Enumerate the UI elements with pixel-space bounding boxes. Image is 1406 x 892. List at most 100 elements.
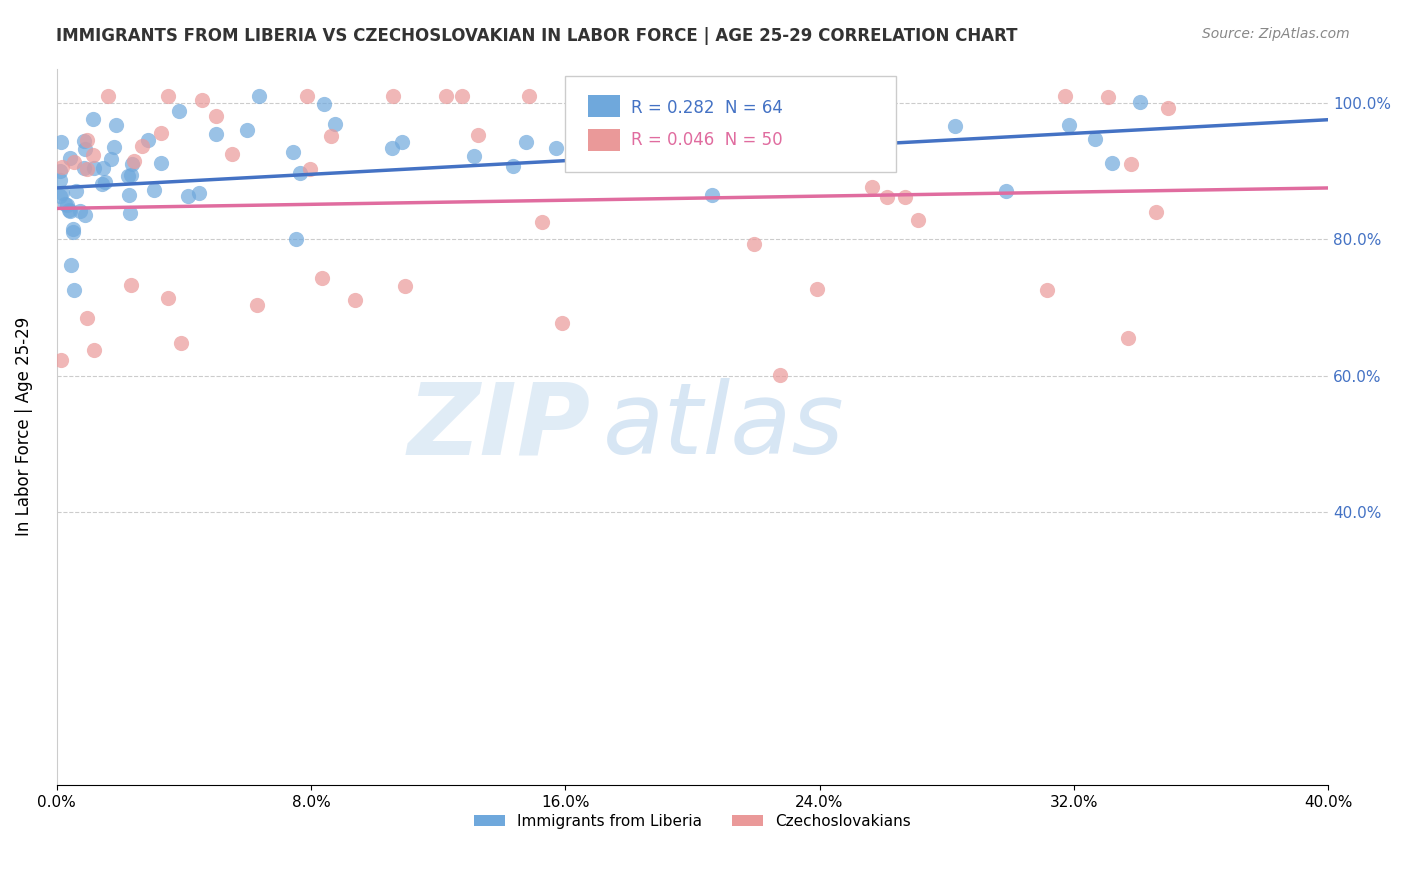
Point — [76, 133, 98, 147]
Point — [62, 221, 84, 235]
Point — [281, 145, 304, 159]
Point — [381, 88, 404, 103]
Point — [49, 163, 72, 178]
Point — [434, 88, 457, 103]
Text: Source: ZipAtlas.com: Source: ZipAtlas.com — [1202, 27, 1350, 41]
Point — [60, 258, 83, 272]
Point — [311, 271, 333, 285]
Point — [157, 88, 180, 103]
FancyBboxPatch shape — [565, 76, 896, 172]
Point — [744, 237, 766, 252]
Point — [544, 141, 567, 155]
Point — [73, 161, 96, 175]
Point — [381, 141, 404, 155]
Point — [205, 128, 228, 142]
Point — [49, 173, 72, 187]
Point — [1116, 331, 1139, 345]
Point — [170, 336, 193, 351]
Point — [83, 343, 105, 357]
Point — [131, 139, 153, 153]
Text: ZIP: ZIP — [408, 378, 591, 475]
Point — [58, 202, 80, 217]
Point — [450, 88, 472, 103]
Point — [90, 177, 112, 191]
Point — [1129, 95, 1152, 110]
Point — [848, 134, 870, 148]
Point — [319, 128, 342, 143]
Point — [598, 88, 620, 103]
Point — [56, 198, 79, 212]
Point — [143, 183, 166, 197]
Point — [205, 109, 228, 123]
Point — [91, 161, 114, 175]
Point — [391, 135, 413, 149]
Point — [103, 139, 125, 153]
Point — [517, 88, 540, 103]
Point — [463, 149, 485, 163]
Point — [117, 169, 139, 183]
Point — [725, 149, 748, 163]
Point — [51, 135, 73, 149]
Point — [150, 156, 173, 170]
Point — [837, 131, 859, 145]
Point — [187, 186, 209, 201]
FancyBboxPatch shape — [588, 95, 620, 117]
Point — [120, 278, 142, 293]
Point — [63, 155, 86, 169]
Legend: Immigrants from Liberia, Czechoslovakians: Immigrants from Liberia, Czechoslovakian… — [468, 807, 917, 835]
Point — [75, 142, 97, 156]
Point — [82, 148, 104, 162]
Point — [120, 168, 142, 182]
Point — [177, 189, 200, 203]
Point — [1036, 283, 1059, 297]
Point — [530, 215, 553, 229]
Point — [124, 153, 146, 168]
Point — [876, 190, 898, 204]
Point — [394, 279, 416, 293]
Point — [344, 293, 367, 307]
Point — [65, 184, 87, 198]
Point — [118, 187, 141, 202]
Point — [1054, 88, 1077, 103]
Point — [775, 136, 797, 151]
Text: atlas: atlas — [603, 378, 845, 475]
Point — [236, 123, 259, 137]
Point — [51, 186, 73, 201]
Point — [76, 162, 98, 177]
Point — [284, 232, 307, 246]
Point — [167, 104, 190, 119]
Text: R = 0.282  N = 64: R = 0.282 N = 64 — [631, 99, 783, 118]
Point — [575, 127, 598, 141]
Y-axis label: In Labor Force | Age 25-29: In Labor Force | Age 25-29 — [15, 318, 32, 536]
Point — [1101, 155, 1123, 169]
Text: IMMIGRANTS FROM LIBERIA VS CZECHOSLOVAKIAN IN LABOR FORCE | AGE 25-29 CORRELATIO: IMMIGRANTS FROM LIBERIA VS CZECHOSLOVAKI… — [56, 27, 1018, 45]
Point — [59, 204, 82, 219]
Point — [94, 175, 117, 189]
Point — [221, 147, 243, 161]
Point — [860, 179, 883, 194]
Point — [246, 298, 269, 312]
Point — [100, 153, 122, 167]
Point — [1057, 118, 1080, 132]
Point — [467, 128, 489, 142]
Point — [725, 114, 748, 128]
Point — [59, 152, 82, 166]
Point — [75, 209, 97, 223]
Point — [97, 88, 120, 103]
Point — [156, 291, 179, 305]
Point — [1144, 205, 1167, 219]
FancyBboxPatch shape — [588, 129, 620, 151]
Point — [62, 225, 84, 239]
Point — [82, 112, 104, 126]
Point — [76, 310, 98, 325]
Point — [769, 368, 792, 383]
Point — [994, 184, 1017, 198]
Point — [83, 161, 105, 175]
Point — [806, 282, 828, 296]
Point — [314, 96, 336, 111]
Text: R = 0.046  N = 50: R = 0.046 N = 50 — [631, 131, 783, 149]
Point — [1121, 156, 1143, 170]
Point — [118, 206, 141, 220]
Point — [700, 187, 723, 202]
Point — [73, 134, 96, 148]
